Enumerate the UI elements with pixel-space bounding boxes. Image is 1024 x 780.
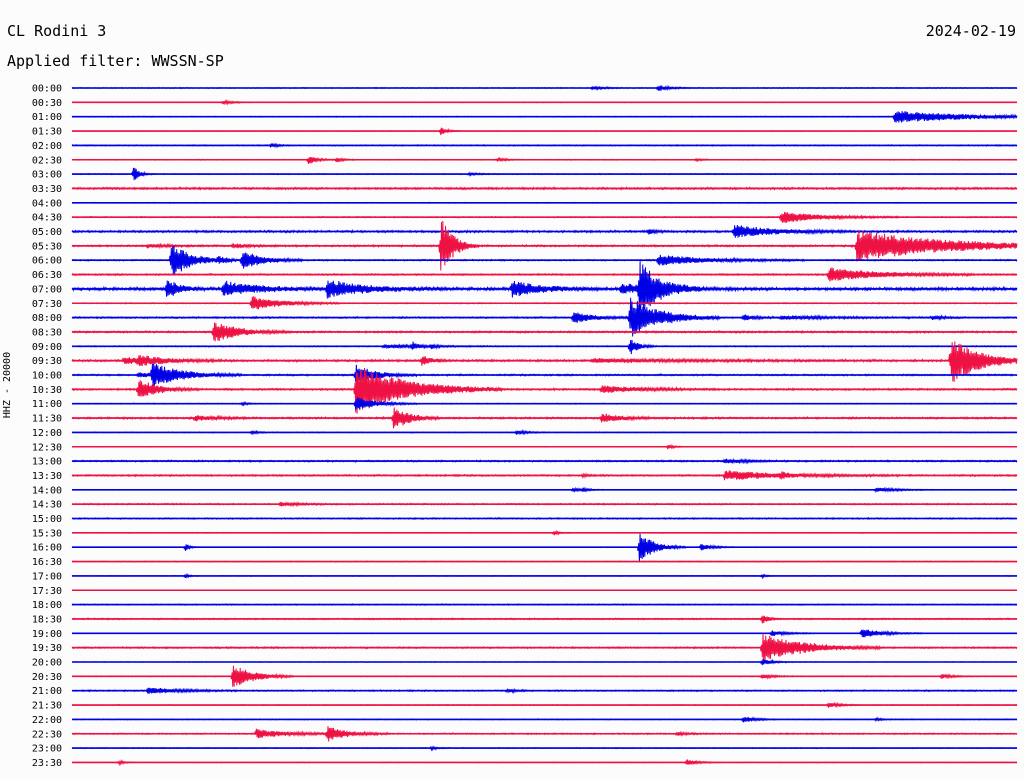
time-label: 19:30 bbox=[32, 643, 62, 654]
time-label: 09:30 bbox=[32, 356, 62, 367]
time-label: 12:00 bbox=[32, 428, 62, 439]
time-label: 21:00 bbox=[32, 686, 62, 697]
time-label: 05:30 bbox=[32, 241, 62, 252]
station-title: CL Rodini 3 bbox=[7, 22, 107, 40]
time-label: 02:30 bbox=[32, 155, 62, 166]
time-label: 13:00 bbox=[32, 457, 62, 468]
time-label: 09:00 bbox=[32, 342, 62, 353]
time-label: 23:30 bbox=[32, 758, 62, 769]
time-label: 20:30 bbox=[32, 672, 62, 683]
time-label: 13:30 bbox=[32, 471, 62, 482]
time-label: 19:00 bbox=[32, 629, 62, 640]
time-label: 16:00 bbox=[32, 543, 62, 554]
time-label: 03:00 bbox=[32, 170, 62, 181]
time-label: 06:00 bbox=[32, 256, 62, 267]
time-label: 10:00 bbox=[32, 371, 62, 382]
time-label: 00:00 bbox=[32, 84, 62, 95]
trace-line bbox=[71, 533, 1018, 563]
time-label: 07:30 bbox=[32, 299, 62, 310]
time-label: 23:00 bbox=[32, 744, 62, 755]
time-label: 06:30 bbox=[32, 270, 62, 281]
time-label: 00:30 bbox=[32, 98, 62, 109]
time-label: 14:00 bbox=[32, 485, 62, 496]
time-label: 12:30 bbox=[32, 442, 62, 453]
time-label: 20:00 bbox=[32, 658, 62, 669]
time-label: 01:00 bbox=[32, 112, 62, 123]
time-label: 11:30 bbox=[32, 414, 62, 425]
time-label: 17:30 bbox=[32, 586, 62, 597]
time-label: 04:00 bbox=[32, 198, 62, 209]
time-label: 18:30 bbox=[32, 614, 62, 625]
date-label: 2024-02-19 bbox=[925, 22, 1016, 40]
time-label: 05:00 bbox=[32, 227, 62, 238]
filter-label: Applied filter: WWSSN-SP bbox=[7, 52, 224, 70]
time-label: 08:00 bbox=[32, 313, 62, 324]
time-label: 15:30 bbox=[32, 528, 62, 539]
time-label: 11:00 bbox=[32, 399, 62, 410]
time-label: 21:30 bbox=[32, 701, 62, 712]
time-label: 17:00 bbox=[32, 571, 62, 582]
time-label: 15:00 bbox=[32, 514, 62, 525]
time-label: 01:30 bbox=[32, 127, 62, 138]
time-label: 07:00 bbox=[32, 284, 62, 295]
time-label: 03:30 bbox=[32, 184, 62, 195]
time-label: 02:00 bbox=[32, 141, 62, 152]
time-label: 10:30 bbox=[32, 385, 62, 396]
time-label: 14:30 bbox=[32, 500, 62, 511]
time-label: 04:30 bbox=[32, 213, 62, 224]
time-label: 08:30 bbox=[32, 327, 62, 338]
time-label: 16:30 bbox=[32, 557, 62, 568]
time-label: 22:00 bbox=[32, 715, 62, 726]
trace-line bbox=[71, 261, 1018, 314]
time-label: 18:00 bbox=[32, 600, 62, 611]
time-label: 22:30 bbox=[32, 729, 62, 740]
